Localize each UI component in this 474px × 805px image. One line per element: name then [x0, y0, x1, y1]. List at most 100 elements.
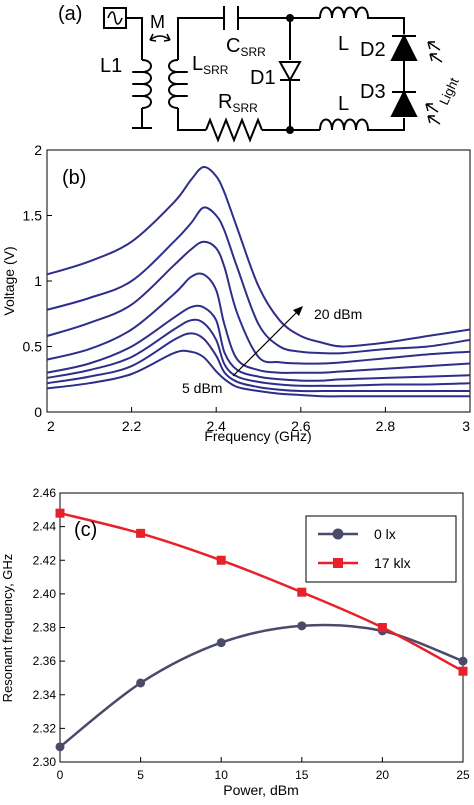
- voltage-y-tick-label: 1.5: [23, 208, 43, 224]
- voltage-y-tick-label: 0: [34, 404, 42, 420]
- voltage-curve-4: [46, 304, 471, 382]
- resonance-x-tick-label: 0: [57, 768, 64, 782]
- point-17klx: [458, 666, 468, 676]
- resonance-y-tick-label: 2.38: [33, 621, 57, 635]
- label-csrr-sub: SRR: [240, 45, 266, 59]
- label-csrr: CSRR: [226, 35, 266, 59]
- voltage-x-tick-label: 2.8: [376, 418, 396, 434]
- resonance-series: [55, 508, 468, 752]
- point-17klx: [216, 555, 226, 565]
- mutual-arrow-head-right: [163, 33, 171, 42]
- voltage-y-label: Voltage (V): [1, 246, 17, 315]
- label-rsrr-sub: SRR: [232, 101, 258, 115]
- label-d3: D3: [360, 81, 386, 103]
- resonance-y-tick-label: 2.42: [33, 553, 57, 567]
- voltage-x-tick-label: 2.4: [206, 418, 226, 434]
- voltage-curves: [46, 165, 471, 398]
- resonance-chart: 0 5 10 15 20 25 2.302.322.342.362.382.402.422…: [0, 486, 470, 798]
- resonance-y-tick-label: 2.30: [33, 755, 57, 769]
- resonance-x-label: Power, dBm: [223, 782, 298, 798]
- panel-a-label: (a): [58, 3, 82, 25]
- resonance-x-tick-label: 15: [295, 768, 309, 782]
- legend: 0 lx 17 klx: [305, 515, 457, 583]
- resonance-y-ticks: 2.30 2.32 2.34 2.36 2.38 2.40 2.42 2.44 2.46: [33, 486, 65, 769]
- power-arrow: [232, 309, 300, 377]
- mutual-arrow-head-left: [149, 33, 157, 42]
- resonance-y-tick-label: 2.34: [33, 688, 57, 702]
- resonance-y-tick-label: 2.46: [33, 486, 57, 500]
- point-0lx: [216, 638, 226, 648]
- voltage-curve-8: [46, 165, 471, 348]
- resonance-x-tick-label: 5: [137, 768, 144, 782]
- source-sine-icon: [107, 11, 123, 25]
- legend-label-0lx: 0 lx: [374, 526, 396, 542]
- voltage-curve-6: [46, 240, 471, 365]
- series-line-0lx: [59, 623, 464, 748]
- resonance-x-tick-label: 25: [456, 768, 470, 782]
- legend-label-17klx: 17 klx: [374, 555, 411, 571]
- l1-coil: [132, 59, 152, 109]
- resonance-y-tick-label: 2.44: [33, 520, 57, 534]
- label-rsrr: RSRR: [218, 91, 258, 115]
- voltage-x-tick-label: 2.2: [122, 418, 142, 434]
- resistor-rsrr: [205, 117, 263, 143]
- source-wire: [126, 17, 143, 60]
- label-rsrr-main: R: [218, 91, 232, 113]
- voltage-x-tick-label: 2: [47, 418, 55, 434]
- point-0lx: [458, 656, 468, 666]
- resonance-y-label: Resonant frequency, GHz: [0, 554, 15, 703]
- light-arrow-1-icon: [427, 41, 441, 51]
- voltage-y-tick-label: 2: [34, 142, 42, 158]
- legend-marker-17klx: [333, 558, 343, 568]
- circuit-diagram: [103, 6, 443, 143]
- label-d1: D1: [250, 67, 276, 89]
- annotation-5dbm: 5 dBm: [182, 380, 222, 396]
- mutual-arrow: [149, 35, 171, 41]
- l-bottom-coil: [319, 118, 405, 131]
- light-arrow-2-icon: [429, 53, 443, 63]
- label-lsrr: LSRR: [192, 53, 229, 77]
- point-0lx: [136, 678, 146, 688]
- voltage-curve-1: [46, 349, 470, 398]
- point-17klx: [297, 587, 307, 597]
- capacitor-csrr: [223, 6, 239, 30]
- voltage-x-label: Frequency (GHz): [204, 428, 311, 444]
- resonance-x-tick-label: 10: [215, 768, 229, 782]
- panel-c-label: (c): [74, 519, 97, 541]
- point-0lx: [297, 621, 307, 631]
- voltage-curve-2: [46, 332, 470, 393]
- label-l-bottom: L: [338, 93, 349, 115]
- resonance-x-tick-label: 20: [376, 768, 390, 782]
- junction-bottom: [286, 126, 294, 134]
- voltage-x-tick-label: 3: [462, 418, 470, 434]
- voltage-curve-5: [46, 272, 471, 374]
- series-line-17klx: [59, 511, 464, 673]
- voltage-y-tick-label: 0.5: [23, 339, 43, 355]
- voltage-curve-7: [46, 206, 471, 355]
- light-arrow-3-icon: [425, 103, 439, 113]
- label-csrr-main: C: [226, 35, 240, 57]
- legend-marker-0lx: [332, 528, 344, 540]
- resonance-y-tick-label: 2.36: [33, 654, 57, 668]
- l-top-coil: [319, 6, 405, 34]
- power-arrow-head: [293, 306, 303, 316]
- resonance-y-tick-label: 2.32: [33, 721, 57, 735]
- d1-diode: [278, 61, 302, 83]
- d3-diode: [390, 89, 418, 117]
- point-17klx: [377, 623, 387, 632]
- voltage-x-ticks: 2 2.2 2.4 2.6 2.8 3: [46, 407, 471, 434]
- label-l-top: L: [338, 33, 349, 55]
- annotation-20dbm: 20 dBm: [314, 306, 362, 322]
- label-lsrr-sub: SRR: [203, 63, 229, 77]
- junction-top: [286, 14, 294, 22]
- voltage-y-ticks: 0 0.5 1 1.5 2: [23, 142, 52, 420]
- light-arrow-4-icon: [427, 115, 441, 125]
- label-light: Light: [436, 75, 462, 107]
- label-d2: D2: [360, 39, 386, 61]
- d2-diode: [390, 33, 418, 61]
- lsrr-coil: [168, 59, 188, 109]
- voltage-y-tick-label: 1: [34, 273, 42, 289]
- point-17klx: [55, 508, 65, 518]
- resonance-y-tick-label: 2.40: [33, 587, 57, 601]
